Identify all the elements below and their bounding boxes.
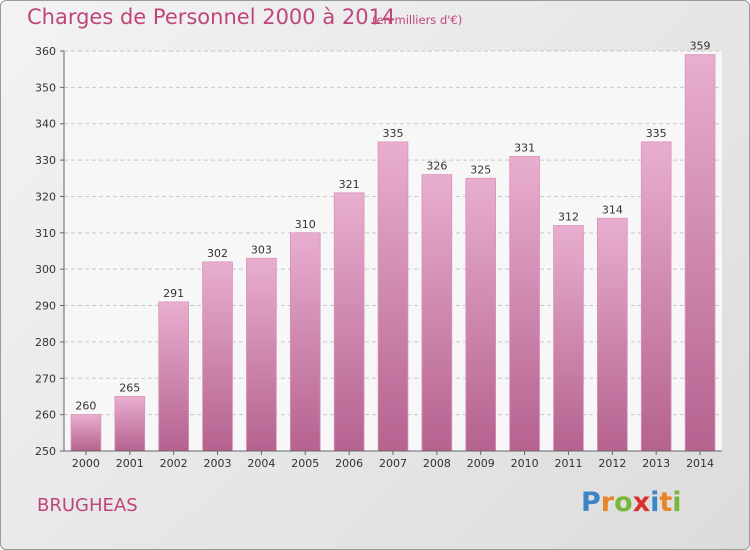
bar-2000 (70, 414, 102, 452)
bar-2009 (465, 177, 497, 452)
x-tick-label: 2013 (642, 457, 670, 470)
label-layer: 260 265 291 302 303 310 321 335 326 325 331 312 314 3… (75, 40, 710, 413)
bar-2010 (509, 156, 540, 452)
town-name: BRUGHEAS (37, 495, 138, 516)
bar-2003 (202, 261, 233, 452)
x-tick-label: 2004 (247, 457, 275, 470)
x-tick-label: 2001 (116, 457, 144, 470)
value-label: 312 (558, 211, 579, 224)
value-label: 302 (207, 247, 228, 260)
bar-2001 (114, 396, 146, 452)
bar-2006 (333, 192, 365, 452)
proxiti-logo: Proxiti (581, 487, 682, 518)
y-tick-label: 340 (35, 118, 56, 131)
logo-letter: i (672, 487, 682, 518)
value-label: 335 (383, 127, 404, 140)
bar-2014 (684, 54, 716, 452)
chart-unit: (en milliers d'€) (372, 13, 463, 27)
bar-2005 (289, 232, 321, 452)
value-label: 265 (119, 381, 140, 394)
bar-2007 (377, 141, 409, 452)
value-label: 260 (75, 400, 96, 413)
y-tick-label: 250 (35, 445, 56, 458)
value-label: 303 (251, 243, 272, 256)
y-tick-label: 350 (35, 81, 56, 94)
bar-2004 (246, 257, 277, 452)
y-tick-label: 360 (35, 45, 56, 58)
y-tick-label: 260 (35, 409, 56, 422)
logo-letter: x (632, 487, 651, 518)
bar-2008 (421, 174, 453, 452)
y-tick-label: 320 (35, 190, 56, 203)
y-tick-label: 280 (35, 336, 56, 349)
y-tick-label: 330 (35, 154, 56, 167)
value-label: 359 (690, 40, 711, 53)
x-tick-label: 2000 (72, 457, 100, 470)
logo-letter: P (581, 487, 601, 518)
value-label: 291 (163, 287, 184, 300)
logo-letter: o (614, 487, 633, 518)
chart-title: Charges de Personnel 2000 à 2014 (27, 5, 396, 29)
x-tick-label: 2012 (598, 457, 626, 470)
x-tick-label: 2011 (554, 457, 582, 470)
y-tick-label: 290 (35, 300, 56, 313)
value-label: 325 (470, 163, 491, 176)
x-tick-label: 2005 (291, 457, 319, 470)
value-label: 335 (646, 127, 667, 140)
logo-letter: i (650, 487, 660, 518)
value-label: 310 (295, 218, 316, 231)
bar-layer (70, 54, 716, 452)
x-tick-label: 2008 (423, 457, 451, 470)
y-tick-label: 270 (35, 372, 56, 385)
logo-letter: t (659, 487, 673, 518)
bar-2011 (553, 225, 584, 452)
x-tick-label: 2009 (467, 457, 495, 470)
value-label: 314 (602, 203, 623, 216)
bar-2002 (158, 301, 189, 452)
x-tick-label: 2003 (204, 457, 232, 470)
x-tick-label: 2010 (511, 457, 539, 470)
x-tick-label: 2002 (160, 457, 188, 470)
logo-letter: r (600, 487, 615, 518)
y-tick-label: 310 (35, 227, 56, 240)
y-tick-label: 300 (35, 263, 56, 276)
value-label: 326 (426, 160, 447, 173)
x-tick-label: 2006 (335, 457, 363, 470)
bar-2013 (640, 141, 672, 452)
x-tick-label: 2007 (379, 457, 407, 470)
x-tick-label: 2014 (686, 457, 714, 470)
axis-layer: 250 260 270 280 290 300 310 320 330 340 350 360 2000… (35, 45, 722, 470)
bar-2012 (597, 217, 628, 452)
value-label: 321 (339, 178, 360, 191)
value-label: 331 (514, 141, 535, 154)
